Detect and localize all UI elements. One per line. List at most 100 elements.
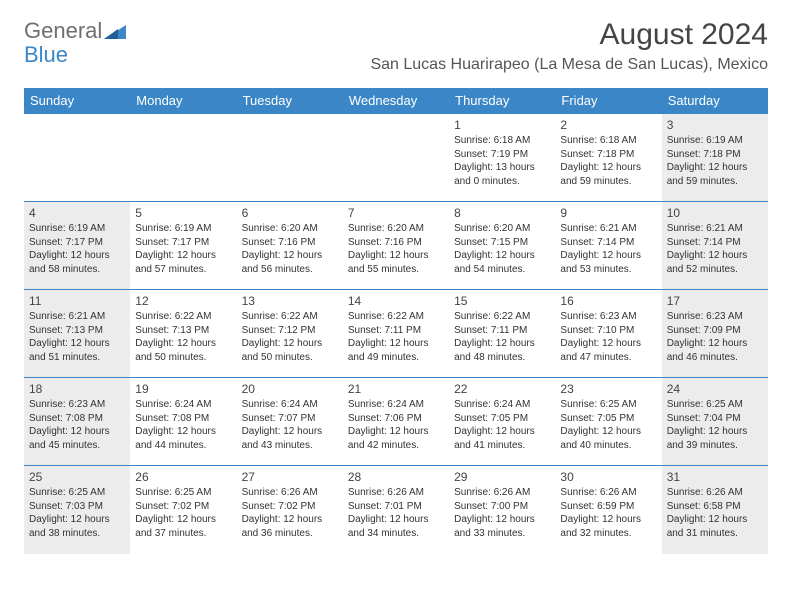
day-number: 14 (348, 293, 444, 309)
sunrise-text: Sunrise: 6:22 AM (454, 310, 550, 324)
calendar-day-cell: 9Sunrise: 6:21 AMSunset: 7:14 PMDaylight… (555, 202, 661, 290)
logo-triangle-icon (104, 23, 126, 39)
calendar-day-cell: 1Sunrise: 6:18 AMSunset: 7:19 PMDaylight… (449, 114, 555, 202)
calendar-day-cell: 26Sunrise: 6:25 AMSunset: 7:02 PMDayligh… (130, 466, 236, 554)
day-number: 15 (454, 293, 550, 309)
sunrise-text: Sunrise: 6:23 AM (667, 310, 763, 324)
daylight-text: Daylight: 12 hours and 52 minutes. (667, 249, 763, 276)
sunset-text: Sunset: 7:04 PM (667, 412, 763, 426)
daylight-text: Daylight: 12 hours and 49 minutes. (348, 337, 444, 364)
day-number: 23 (560, 381, 656, 397)
daylight-text: Daylight: 12 hours and 48 minutes. (454, 337, 550, 364)
sunrise-text: Sunrise: 6:26 AM (242, 486, 338, 500)
sunset-text: Sunset: 7:05 PM (560, 412, 656, 426)
sunrise-text: Sunrise: 6:26 AM (667, 486, 763, 500)
sunset-text: Sunset: 7:11 PM (348, 324, 444, 338)
calendar-day-cell: 15Sunrise: 6:22 AMSunset: 7:11 PMDayligh… (449, 290, 555, 378)
sunset-text: Sunset: 7:16 PM (348, 236, 444, 250)
weekday-header: Wednesday (343, 88, 449, 114)
calendar-day-cell (237, 114, 343, 202)
day-number: 13 (242, 293, 338, 309)
daylight-text: Daylight: 12 hours and 34 minutes. (348, 513, 444, 540)
daylight-text: Daylight: 12 hours and 40 minutes. (560, 425, 656, 452)
sunset-text: Sunset: 6:59 PM (560, 500, 656, 514)
day-number: 20 (242, 381, 338, 397)
daylight-text: Daylight: 12 hours and 56 minutes. (242, 249, 338, 276)
calendar-day-cell: 2Sunrise: 6:18 AMSunset: 7:18 PMDaylight… (555, 114, 661, 202)
sunset-text: Sunset: 7:02 PM (242, 500, 338, 514)
calendar-day-cell: 22Sunrise: 6:24 AMSunset: 7:05 PMDayligh… (449, 378, 555, 466)
daylight-text: Daylight: 12 hours and 44 minutes. (135, 425, 231, 452)
sunset-text: Sunset: 7:07 PM (242, 412, 338, 426)
sunrise-text: Sunrise: 6:21 AM (560, 222, 656, 236)
daylight-text: Daylight: 12 hours and 50 minutes. (135, 337, 231, 364)
day-number: 17 (667, 293, 763, 309)
sunrise-text: Sunrise: 6:21 AM (29, 310, 125, 324)
sunrise-text: Sunrise: 6:25 AM (135, 486, 231, 500)
weekday-header: Thursday (449, 88, 555, 114)
sunrise-text: Sunrise: 6:21 AM (667, 222, 763, 236)
calendar-day-cell: 4Sunrise: 6:19 AMSunset: 7:17 PMDaylight… (24, 202, 130, 290)
day-number: 1 (454, 117, 550, 133)
sunset-text: Sunset: 7:13 PM (135, 324, 231, 338)
sunrise-text: Sunrise: 6:23 AM (29, 398, 125, 412)
sunset-text: Sunset: 7:08 PM (135, 412, 231, 426)
sunset-text: Sunset: 7:17 PM (135, 236, 231, 250)
title-block: August 2024 San Lucas Huarirapeo (La Mes… (370, 18, 768, 74)
calendar-week-row: 11Sunrise: 6:21 AMSunset: 7:13 PMDayligh… (24, 290, 768, 378)
logo-text-blue-wrap: Blue (24, 42, 68, 68)
sunset-text: Sunset: 7:02 PM (135, 500, 231, 514)
logo: General (24, 18, 126, 44)
day-number: 27 (242, 469, 338, 485)
calendar-day-cell (24, 114, 130, 202)
sunrise-text: Sunrise: 6:20 AM (348, 222, 444, 236)
day-number: 16 (560, 293, 656, 309)
day-number: 12 (135, 293, 231, 309)
calendar-day-cell (130, 114, 236, 202)
calendar-day-cell: 13Sunrise: 6:22 AMSunset: 7:12 PMDayligh… (237, 290, 343, 378)
sunset-text: Sunset: 7:01 PM (348, 500, 444, 514)
day-number: 10 (667, 205, 763, 221)
calendar-table: Sunday Monday Tuesday Wednesday Thursday… (24, 88, 768, 554)
sunrise-text: Sunrise: 6:25 AM (560, 398, 656, 412)
daylight-text: Daylight: 12 hours and 33 minutes. (454, 513, 550, 540)
daylight-text: Daylight: 12 hours and 59 minutes. (667, 161, 763, 188)
sunset-text: Sunset: 7:18 PM (667, 148, 763, 162)
calendar-week-row: 1Sunrise: 6:18 AMSunset: 7:19 PMDaylight… (24, 114, 768, 202)
header: General August 2024 San Lucas Huarirapeo… (0, 0, 792, 80)
sunrise-text: Sunrise: 6:26 AM (348, 486, 444, 500)
sunset-text: Sunset: 7:05 PM (454, 412, 550, 426)
sunrise-text: Sunrise: 6:19 AM (29, 222, 125, 236)
sunset-text: Sunset: 6:58 PM (667, 500, 763, 514)
calendar-day-cell: 28Sunrise: 6:26 AMSunset: 7:01 PMDayligh… (343, 466, 449, 554)
daylight-text: Daylight: 12 hours and 38 minutes. (29, 513, 125, 540)
daylight-text: Daylight: 12 hours and 32 minutes. (560, 513, 656, 540)
daylight-text: Daylight: 12 hours and 54 minutes. (454, 249, 550, 276)
sunset-text: Sunset: 7:12 PM (242, 324, 338, 338)
weekday-header: Monday (130, 88, 236, 114)
sunrise-text: Sunrise: 6:20 AM (242, 222, 338, 236)
weekday-header: Friday (555, 88, 661, 114)
sunrise-text: Sunrise: 6:18 AM (560, 134, 656, 148)
day-number: 26 (135, 469, 231, 485)
daylight-text: Daylight: 12 hours and 51 minutes. (29, 337, 125, 364)
calendar-day-cell: 30Sunrise: 6:26 AMSunset: 6:59 PMDayligh… (555, 466, 661, 554)
sunrise-text: Sunrise: 6:25 AM (29, 486, 125, 500)
day-number: 30 (560, 469, 656, 485)
calendar-day-cell (343, 114, 449, 202)
calendar-day-cell: 20Sunrise: 6:24 AMSunset: 7:07 PMDayligh… (237, 378, 343, 466)
sunset-text: Sunset: 7:16 PM (242, 236, 338, 250)
calendar-day-cell: 16Sunrise: 6:23 AMSunset: 7:10 PMDayligh… (555, 290, 661, 378)
sunrise-text: Sunrise: 6:19 AM (135, 222, 231, 236)
logo-text-blue: Blue (24, 42, 68, 67)
logo-text-general: General (24, 18, 102, 44)
daylight-text: Daylight: 12 hours and 57 minutes. (135, 249, 231, 276)
day-number: 25 (29, 469, 125, 485)
day-number: 4 (29, 205, 125, 221)
weekday-header-row: Sunday Monday Tuesday Wednesday Thursday… (24, 88, 768, 114)
day-number: 18 (29, 381, 125, 397)
sunrise-text: Sunrise: 6:23 AM (560, 310, 656, 324)
calendar-week-row: 18Sunrise: 6:23 AMSunset: 7:08 PMDayligh… (24, 378, 768, 466)
day-number: 2 (560, 117, 656, 133)
calendar-day-cell: 8Sunrise: 6:20 AMSunset: 7:15 PMDaylight… (449, 202, 555, 290)
